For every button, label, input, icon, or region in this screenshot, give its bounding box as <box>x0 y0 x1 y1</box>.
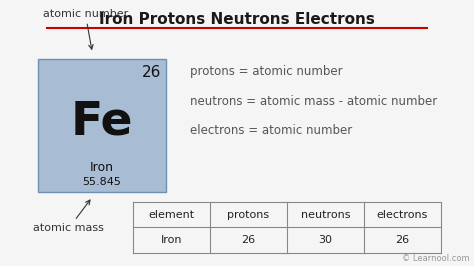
Text: atomic mass: atomic mass <box>33 200 104 234</box>
Text: 55.845: 55.845 <box>82 177 121 187</box>
Text: electrons: electrons <box>377 210 428 220</box>
Text: electrons = atomic number: electrons = atomic number <box>190 124 352 137</box>
Text: element: element <box>148 210 194 220</box>
Bar <box>38 59 166 192</box>
Text: © Learnool.com: © Learnool.com <box>401 254 469 263</box>
Text: Iron: Iron <box>90 161 114 174</box>
Text: 30: 30 <box>318 235 332 245</box>
Text: 26: 26 <box>241 235 255 245</box>
Text: Iron: Iron <box>161 235 182 245</box>
Text: 26: 26 <box>395 235 410 245</box>
Text: neutrons = atomic mass - atomic number: neutrons = atomic mass - atomic number <box>190 95 437 107</box>
Text: protons = atomic number: protons = atomic number <box>190 65 342 78</box>
Text: Iron Protons Neutrons Electrons: Iron Protons Neutrons Electrons <box>99 12 375 27</box>
Text: protons: protons <box>227 210 269 220</box>
Text: 26: 26 <box>142 65 161 80</box>
Text: atomic number: atomic number <box>43 9 128 49</box>
Text: Fe: Fe <box>71 100 133 145</box>
Text: neutrons: neutrons <box>301 210 350 220</box>
